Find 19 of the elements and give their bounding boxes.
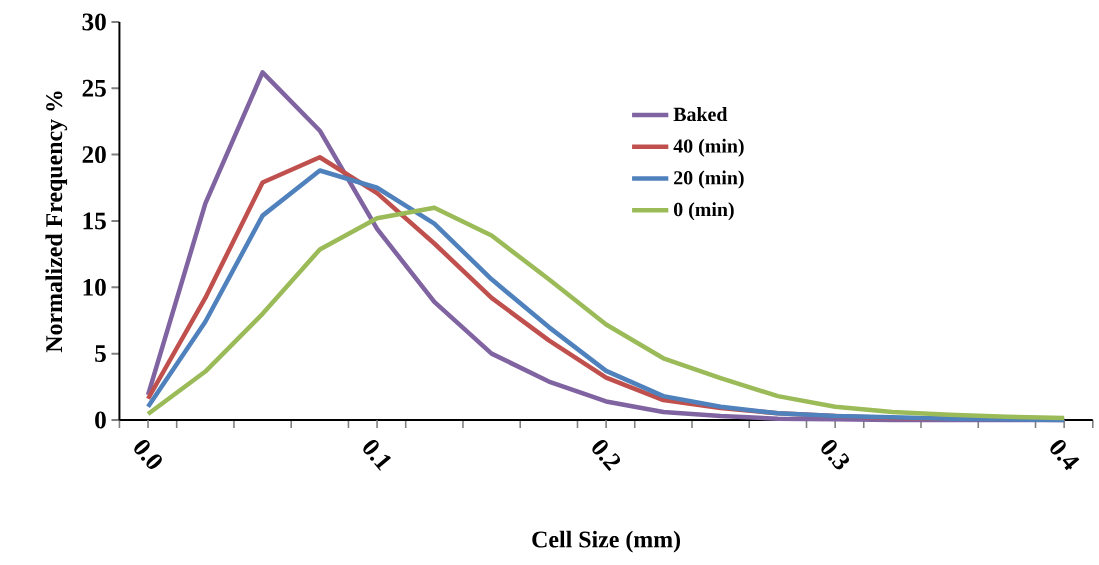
x-tick-label: 0.3 <box>821 439 850 470</box>
y-tick-label: 10 <box>83 278 106 296</box>
x-tick-label: 0.2 <box>592 439 621 471</box>
y-tick-label: 0 <box>95 411 106 429</box>
x-tick-label: 0.1 <box>363 439 391 471</box>
legend-label: 40 (min) <box>673 138 744 157</box>
legend-label: 20 (min) <box>674 170 744 189</box>
line-series <box>145 168 1067 423</box>
x-axis-title: Cell Size (mm) <box>532 530 681 553</box>
y-axis-title: Normalized Frequency % <box>45 91 68 353</box>
y-tick-label: 15 <box>83 212 106 230</box>
legend-label: Baked <box>673 106 728 121</box>
x-tick-label: 0.0 <box>134 439 162 469</box>
y-tick-label: 30 <box>82 13 106 31</box>
y-tick-label: 20 <box>82 145 106 163</box>
y-tick-label: 5 <box>95 345 106 362</box>
x-tick-label: 0.4 <box>1050 439 1080 471</box>
y-tick-label: 25 <box>82 79 106 97</box>
legend-label: 0 (min) <box>673 202 734 221</box>
